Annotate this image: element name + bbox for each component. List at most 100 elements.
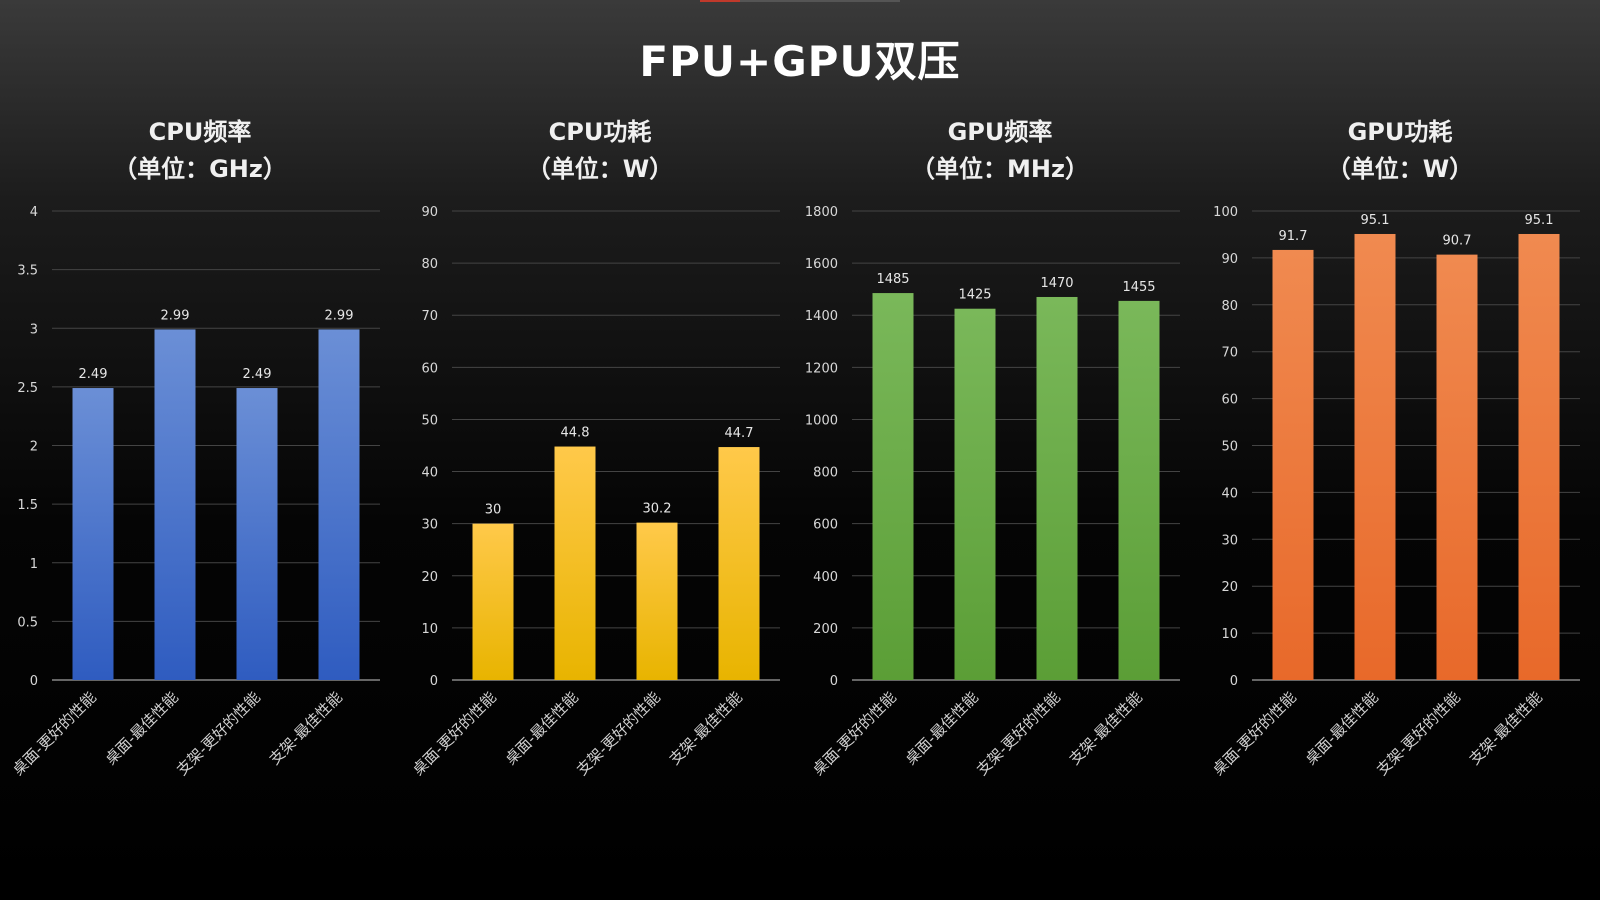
bar: [718, 447, 760, 680]
bar: [1118, 300, 1160, 680]
x-tick-label: 支架-更好的性能: [173, 688, 264, 779]
y-tick-label: 2.5: [17, 381, 38, 396]
chart-panel-gpu-power: GPU功耗 （单位：W） 0 10 20 30 40 50 60 70 80 90 100 91.7 桌…: [1200, 110, 1600, 810]
bar: [954, 308, 996, 680]
bar: [72, 388, 114, 680]
x-tick-label: 支架-最佳性能: [666, 688, 746, 768]
main-title: FPU+GPU双压: [639, 37, 961, 86]
y-tick-label: 800: [813, 466, 838, 481]
data-label: 44.7: [725, 426, 754, 441]
chart-title-line1: CPU频率: [148, 118, 252, 146]
chart-title-line2: （单位：GHz）: [113, 155, 287, 183]
chart-title: CPU功耗 （单位：W）: [400, 114, 800, 188]
bar: [236, 388, 278, 680]
chart-panel-cpu-frequency: CPU频率 （单位：GHz） 0 0.5 1 1.5 2 2.5 3 3.5 4 2.49 桌面-更…: [0, 110, 400, 810]
data-label: 1455: [1122, 280, 1155, 295]
y-tick-label: 400: [813, 570, 838, 585]
bar: [472, 523, 514, 680]
chart-title-line2: （单位：W）: [1326, 155, 1474, 183]
x-tick-label: 支架-更好的性能: [573, 688, 664, 779]
bar-chart-cpu-power: 0 10 20 30 40 50 60 70 80 90 30 桌面-更好的性能 44.8 桌面-最佳性能…: [409, 205, 780, 779]
y-tick-label: 3: [30, 322, 38, 337]
chart-title-line1: CPU功耗: [548, 118, 652, 146]
data-label: 95.1: [1525, 213, 1554, 228]
y-tick-label: 10: [1221, 627, 1238, 642]
x-tick-label: 桌面-更好的性能: [1209, 688, 1300, 779]
y-tick-label: 2: [30, 440, 38, 455]
y-tick-label: 70: [421, 309, 438, 324]
bar-chart-gpu-power: 0 10 20 30 40 50 60 70 80 90 100 91.7 桌面-更好的性能 95.1 桌面…: [1209, 205, 1580, 779]
data-label: 2.99: [161, 308, 190, 323]
y-tick-label: 40: [1221, 486, 1238, 501]
data-label: 95.1: [1361, 213, 1390, 228]
y-tick-label: 20: [421, 570, 438, 585]
y-tick-label: 50: [1221, 440, 1238, 455]
x-tick-label: 支架-最佳性能: [1066, 688, 1146, 768]
x-tick-label: 桌面-最佳性能: [102, 688, 182, 768]
y-tick-label: 0: [430, 674, 438, 689]
x-tick-label: 桌面-更好的性能: [409, 688, 500, 779]
x-tick-label: 桌面-更好的性能: [809, 688, 900, 779]
x-tick-label: 桌面-最佳性能: [502, 688, 582, 768]
chart-title: GPU频率 （单位：MHz）: [800, 114, 1200, 188]
y-tick-label: 70: [1221, 346, 1238, 361]
y-tick-label: 10: [421, 622, 438, 637]
chart-title-line2: （单位：MHz）: [911, 155, 1089, 183]
bar: [1436, 254, 1478, 680]
y-tick-label: 0.5: [17, 615, 38, 630]
x-tick-label: 桌面-更好的性能: [9, 688, 100, 779]
x-tick-label: 支架-最佳性能: [266, 688, 346, 768]
chart-panel-gpu-frequency: GPU频率 （单位：MHz） 0 200 400 600 800 1000 1200 1400…: [800, 110, 1200, 810]
y-tick-label: 80: [421, 257, 438, 272]
bar: [1354, 233, 1396, 680]
data-label: 1485: [876, 272, 909, 287]
y-tick-label: 1200: [805, 361, 838, 376]
bar: [154, 329, 196, 680]
y-tick-label: 4: [30, 205, 38, 220]
y-tick-label: 1000: [805, 413, 838, 428]
data-label: 2.99: [325, 308, 354, 323]
chart-panel-cpu-power: CPU功耗 （单位：W） 0 10 20 30 40 50 60 70 80 90 30 桌面-更好的…: [400, 110, 800, 810]
bar: [872, 293, 914, 680]
data-label: 44.8: [561, 426, 590, 441]
data-label: 30.2: [643, 502, 672, 517]
chart-title-line1: GPU频率: [947, 118, 1053, 146]
bar: [554, 446, 596, 680]
y-tick-label: 60: [421, 361, 438, 376]
y-tick-label: 40: [421, 466, 438, 481]
bar: [318, 329, 360, 680]
y-tick-label: 1400: [805, 309, 838, 324]
x-tick-label: 桌面-最佳性能: [902, 688, 982, 768]
y-tick-label: 0: [1230, 674, 1238, 689]
chart-title: GPU功耗 （单位：W）: [1200, 114, 1600, 188]
top-accent-bar: [700, 0, 900, 2]
y-tick-label: 600: [813, 518, 838, 533]
x-tick-label: 桌面-最佳性能: [1302, 688, 1382, 768]
y-tick-label: 0: [830, 674, 838, 689]
bar-chart-gpu-frequency: 0 200 400 600 800 1000 1200 1400 1600 1800 1485 桌面-…: [805, 205, 1180, 779]
y-tick-label: 200: [813, 622, 838, 637]
y-tick-label: 30: [421, 518, 438, 533]
y-tick-label: 60: [1221, 393, 1238, 408]
y-tick-label: 0: [30, 674, 38, 689]
bar: [1518, 233, 1560, 680]
data-label: 2.49: [243, 367, 272, 382]
data-label: 30: [485, 503, 502, 518]
y-tick-label: 1.5: [17, 498, 38, 513]
y-tick-label: 3.5: [17, 264, 38, 279]
y-tick-label: 1600: [805, 257, 838, 272]
y-tick-label: 30: [1221, 533, 1238, 548]
data-label: 1470: [1040, 276, 1073, 291]
bar-chart-cpu-frequency: 0 0.5 1 1.5 2 2.5 3 3.5 4 2.49 桌面-更好的性能 2.99 桌面-最佳性能…: [9, 205, 380, 779]
bar: [636, 522, 678, 680]
bar: [1036, 296, 1078, 680]
y-tick-label: 80: [1221, 299, 1238, 314]
y-tick-label: 1: [30, 557, 38, 572]
bar: [1272, 249, 1314, 680]
chart-title: CPU频率 （单位：GHz）: [0, 114, 400, 188]
data-label: 2.49: [79, 367, 108, 382]
data-label: 90.7: [1443, 234, 1472, 249]
x-tick-label: 支架-最佳性能: [1466, 688, 1546, 768]
y-tick-label: 100: [1213, 205, 1238, 220]
data-label: 91.7: [1279, 229, 1308, 244]
